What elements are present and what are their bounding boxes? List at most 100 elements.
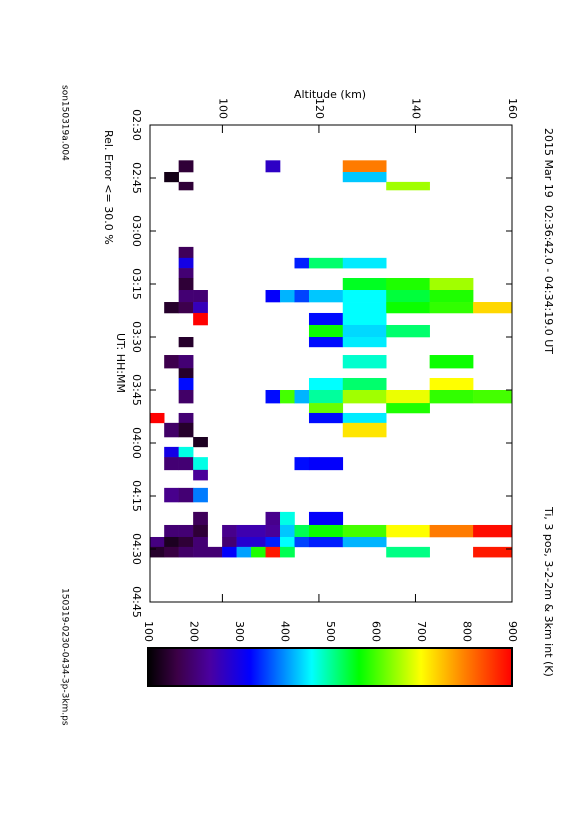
heatmap-cell xyxy=(386,181,430,191)
heatmap-cell xyxy=(178,268,194,279)
heatmap-cell xyxy=(342,377,387,391)
heatmap-cell xyxy=(222,524,237,538)
x-tick-label: 04:15 xyxy=(130,480,143,512)
heatmap-cell xyxy=(342,312,387,326)
heatmap-cell xyxy=(386,403,430,414)
heatmap-cell xyxy=(342,337,387,348)
heatmap-cell xyxy=(193,511,208,526)
y-axis-label: Altitude (km) xyxy=(294,88,366,101)
heatmap-cell xyxy=(178,277,194,291)
heatmap-cell xyxy=(429,290,474,303)
heatmap-cell xyxy=(294,390,310,404)
colorbar-tick-label: 900 xyxy=(506,621,519,642)
heatmap-cell xyxy=(280,290,295,303)
colorbar-tick-label: 100 xyxy=(142,621,155,642)
colorbar-tick-label: 200 xyxy=(188,621,201,642)
heatmap-cell xyxy=(294,290,310,303)
y-tick-label: 160 xyxy=(506,98,519,119)
y-tick-label: 100 xyxy=(216,98,229,119)
heatmap-cell xyxy=(308,457,344,471)
heatmap-cell xyxy=(429,377,474,391)
y-tick-label: 140 xyxy=(409,98,422,119)
heatmap-cell xyxy=(308,257,344,269)
heatmap-cell xyxy=(164,171,179,183)
heatmap-cell xyxy=(178,302,194,314)
heatmap-cell xyxy=(265,390,281,404)
file-name: 150319-0230-0434-3p-3km.ps xyxy=(60,588,70,726)
heatmap-cell xyxy=(193,546,223,558)
heatmap-cell xyxy=(294,257,310,269)
heatmap-cell xyxy=(178,368,194,379)
heatmap-cell xyxy=(308,390,344,404)
heatmap-cell xyxy=(308,403,344,414)
heatmap-cell xyxy=(342,277,387,291)
heatmap-cell xyxy=(342,524,387,538)
heatmap-cell xyxy=(342,171,387,183)
heatmap-cell xyxy=(429,390,474,404)
heatmap-cell xyxy=(222,536,237,548)
heatmap-cell xyxy=(164,446,179,458)
colorbar-tick-label: 600 xyxy=(370,621,383,642)
heatmap-cell xyxy=(308,377,344,391)
heatmap-cell xyxy=(473,546,512,558)
heatmap-cell xyxy=(265,524,281,538)
x-tick-label: 04:30 xyxy=(130,533,143,565)
heatmap-cell xyxy=(193,524,208,538)
heatmap-cell xyxy=(265,511,281,526)
heatmap-cell xyxy=(178,422,194,438)
heatmap-cell xyxy=(342,160,387,173)
colorbar xyxy=(147,647,513,687)
heatmap-cell xyxy=(473,302,512,314)
file-name: son150319a.004 xyxy=(60,85,70,161)
heatmap-cell xyxy=(178,257,194,269)
heatmap-cell xyxy=(265,160,281,173)
heatmap-cell xyxy=(280,511,295,526)
heatmap-cell xyxy=(164,524,179,538)
heatmap-cell xyxy=(222,546,237,558)
chart-title: 2015 Mar 19 xyxy=(542,128,555,198)
x-tick-label: 04:45 xyxy=(130,586,143,618)
heatmap-cell xyxy=(342,536,387,548)
heatmap-cell xyxy=(342,324,387,338)
note: Rel. Error <= 30.0 % xyxy=(102,130,115,245)
heatmap-cell xyxy=(193,457,208,471)
heatmap-cell xyxy=(473,524,512,538)
heatmap-cell xyxy=(193,536,208,548)
heatmap-cell xyxy=(178,546,194,558)
heatmap-cell xyxy=(342,257,387,269)
x-tick-label: 03:45 xyxy=(130,374,143,406)
heatmap-cell xyxy=(193,487,208,503)
heatmap-cell xyxy=(164,457,179,471)
heatmap-cell xyxy=(178,390,194,404)
plot-frame xyxy=(149,124,513,603)
heatmap-cell xyxy=(473,390,512,404)
heatmap-cell xyxy=(308,412,344,424)
heatmap-cell xyxy=(178,290,194,303)
heatmap-cell xyxy=(386,324,430,338)
heatmap-cell xyxy=(308,536,344,548)
heatmap-cell xyxy=(178,355,194,369)
heatmap-cell xyxy=(178,181,194,191)
heatmap-cell xyxy=(178,446,194,458)
heatmap-cell xyxy=(280,546,295,558)
heatmap-cell xyxy=(280,524,295,538)
heatmap-cell xyxy=(342,412,387,424)
heatmap-cell xyxy=(386,390,430,404)
heatmap-cell xyxy=(308,337,344,348)
heatmap-cell xyxy=(236,536,266,548)
heatmap-cell xyxy=(178,524,194,538)
heatmap-cell xyxy=(178,337,194,348)
heatmap-cell xyxy=(164,355,179,369)
x-tick-label: 02:30 xyxy=(130,109,143,141)
heatmap-cell xyxy=(429,277,474,291)
heatmap-cell xyxy=(149,536,165,548)
x-tick-label: 03:15 xyxy=(130,268,143,300)
heatmap-cell xyxy=(308,324,344,338)
heatmap-cell xyxy=(429,302,474,314)
heatmap-cell xyxy=(294,536,310,548)
heatmap-cell xyxy=(265,536,281,548)
colorbar-label: Ti, 3 pos, 3-2-2m & 3km int (K) xyxy=(542,506,555,677)
colorbar-tick-label: 400 xyxy=(279,621,292,642)
heatmap-cell xyxy=(308,312,344,326)
heatmap-cell xyxy=(429,524,474,538)
